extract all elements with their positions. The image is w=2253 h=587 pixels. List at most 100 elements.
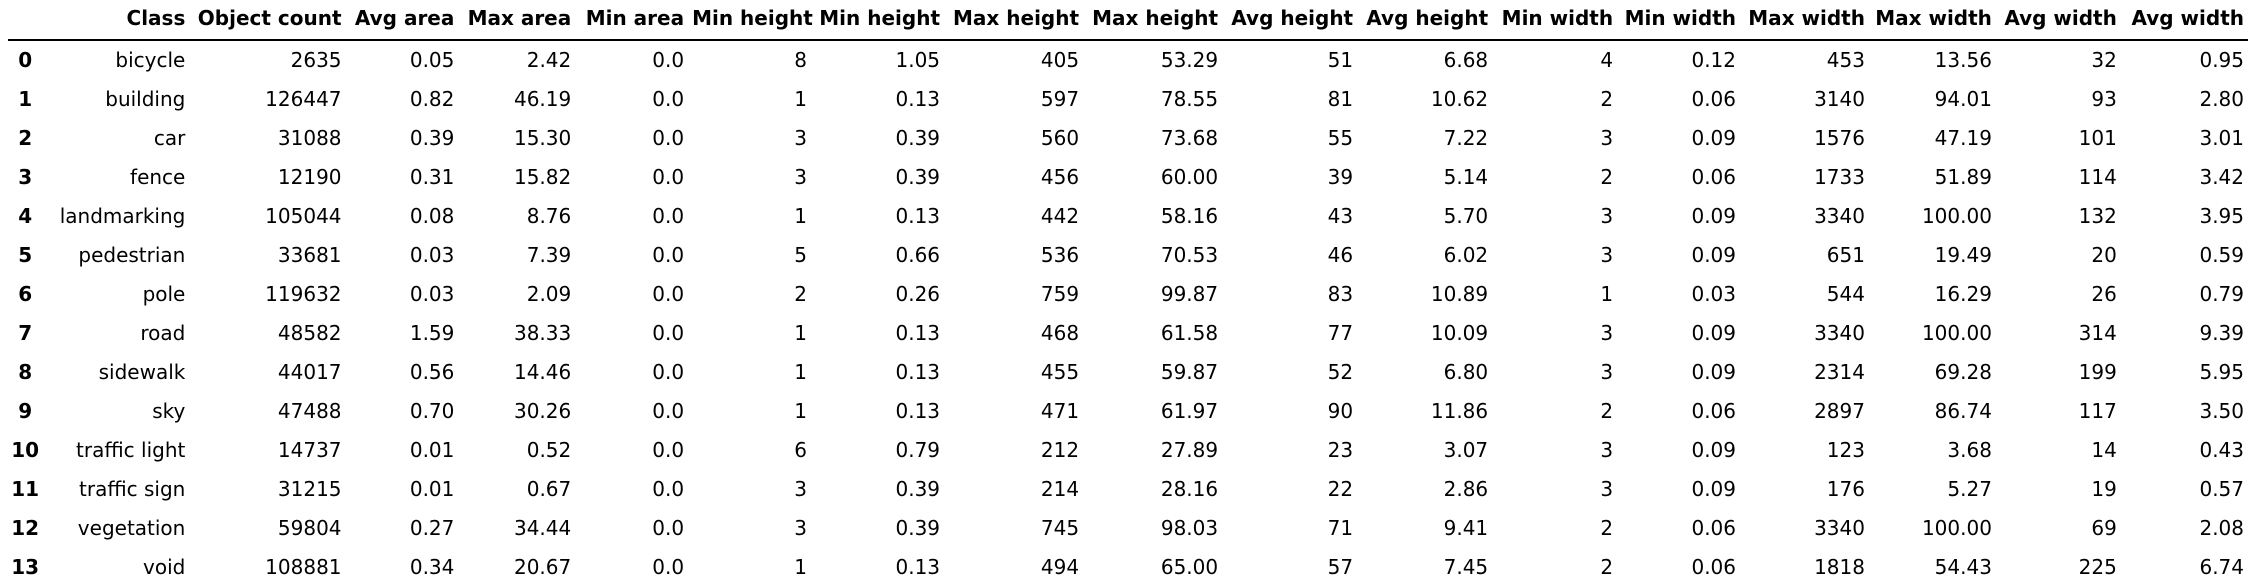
table-cell: 0.39 (895, 477, 941, 501)
row-index: 2 (18, 126, 33, 150)
table-cell: 0.39 (895, 165, 941, 189)
row-index: 12 (11, 516, 40, 540)
table-cell: 100.00 (1921, 516, 1992, 540)
table-cell: 14.46 (513, 360, 572, 384)
table-cell: 58.16 (1160, 204, 1219, 228)
table-cell: 69.28 (1934, 360, 1992, 384)
table-cell: 3 (794, 477, 808, 501)
table-cell: 0.13 (895, 87, 941, 111)
table-cell: 53.29 (1160, 48, 1219, 72)
table-cell: 2897 (1814, 399, 1865, 423)
table-cell: 3 (1600, 204, 1614, 228)
table-cell: 26 (2091, 282, 2117, 306)
table-cell: 0.03 (409, 243, 455, 267)
table-cell: 81 (1327, 87, 1354, 111)
table-cell: 3 (1600, 126, 1614, 150)
column-header: Avg height (1222, 0, 1358, 41)
table-cell: 59.87 (1160, 360, 1219, 384)
row-index: 6 (18, 282, 33, 306)
table-cell: 0.0 (652, 243, 685, 267)
table-cell: 32 (2091, 48, 2117, 72)
table-cell: 0.06 (1691, 516, 1736, 540)
table-body: 0 bicycle 2635 0.05 2.42 0.0 8 1.05 405 53.29 51 6.… (8, 40, 2248, 587)
table-cell: 119632 (265, 282, 342, 306)
table-cell: 0.03 (409, 282, 455, 306)
table-cell: 0.0 (652, 516, 685, 540)
table-cell: 0.43 (2199, 438, 2244, 462)
table-cell: 10.62 (1430, 87, 1489, 111)
table-cell: 0.09 (1691, 438, 1736, 462)
table-cell: 3.01 (2199, 126, 2244, 150)
table-cell: 100.00 (1921, 321, 1992, 345)
table-cell: 1576 (1814, 126, 1865, 150)
table-cell: 560 (1040, 126, 1080, 150)
table-cell: 10.09 (1430, 321, 1489, 345)
table-cell: 2 (1600, 165, 1614, 189)
table-cell: 132 (2078, 204, 2117, 228)
class-name-cell: sky (152, 399, 186, 423)
table-cell: 1.59 (409, 321, 455, 345)
table-cell: 100.00 (1921, 204, 1992, 228)
row-index: 3 (18, 165, 33, 189)
table-cell: 0.0 (652, 321, 685, 345)
table-cell: 23 (1327, 438, 1354, 462)
table-cell: 38.33 (513, 321, 572, 345)
table-cell: 78.55 (1160, 87, 1219, 111)
table-cell: 0.67 (526, 477, 572, 501)
table-cell: 7.39 (526, 243, 572, 267)
table-cell: 0.79 (895, 438, 941, 462)
table-cell: 2314 (1814, 360, 1865, 384)
table-cell: 0.0 (652, 282, 685, 306)
table-cell: 101 (2078, 126, 2117, 150)
table-cell: 0.12 (1691, 48, 1736, 72)
table-cell: 20.67 (513, 555, 572, 579)
table-cell: 3340 (1814, 516, 1865, 540)
table-cell: 1 (794, 360, 808, 384)
table-cell: 114 (2078, 165, 2117, 189)
table-cell: 0.59 (2199, 243, 2244, 267)
table-cell: 0.82 (409, 87, 455, 111)
table-cell: 9.39 (2199, 321, 2244, 345)
table-cell: 3 (1600, 321, 1614, 345)
table-cell: 0.09 (1691, 243, 1736, 267)
column-header: Avg height (1357, 0, 1493, 41)
table-row: 5 pedestrian 33681 0.03 7.39 0.0 5 0.66 536 70.53… (8, 236, 2248, 275)
column-header: Max height (1083, 0, 1223, 41)
table-cell: 6 (794, 438, 808, 462)
table-cell: 6.68 (1443, 48, 1489, 72)
table-cell: 0.26 (895, 282, 941, 306)
table-cell: 3 (1600, 360, 1614, 384)
table-cell: 43 (1327, 204, 1354, 228)
table-cell: 0.0 (652, 204, 685, 228)
table-cell: 14 (2091, 438, 2117, 462)
table-row: 13 void 108881 0.34 20.67 0.0 1 0.13 494 65.00 57 7… (8, 548, 2248, 587)
table-cell: 46.19 (513, 87, 572, 111)
table-cell: 2.09 (526, 282, 572, 306)
table-cell: 15.82 (513, 165, 572, 189)
table-cell: 176 (1826, 477, 1865, 501)
table-cell: 3 (794, 165, 808, 189)
table-cell: 199 (2078, 360, 2117, 384)
table-cell: 0.0 (652, 165, 685, 189)
table-cell: 0.70 (409, 399, 455, 423)
table-cell: 1 (1600, 282, 1614, 306)
table-cell: 2 (1600, 87, 1614, 111)
table-cell: 3.07 (1443, 438, 1489, 462)
row-index: 9 (18, 399, 33, 423)
table-cell: 0.08 (409, 204, 455, 228)
table-cell: 73.68 (1160, 126, 1219, 150)
table-cell: 544 (1826, 282, 1865, 306)
table-cell: 54.43 (1934, 555, 1992, 579)
table-cell: 99.87 (1160, 282, 1219, 306)
table-cell: 0.0 (652, 126, 685, 150)
row-index: 11 (11, 477, 40, 501)
table-cell: 0.13 (895, 360, 941, 384)
table-cell: 0.13 (895, 555, 941, 579)
table-cell: 3 (794, 516, 808, 540)
table-cell: 494 (1040, 555, 1080, 579)
table-cell: 745 (1040, 516, 1080, 540)
column-header: Max height (944, 0, 1084, 41)
table-cell: 83 (1327, 282, 1354, 306)
table-cell: 1 (794, 204, 808, 228)
table-cell: 0.31 (409, 165, 455, 189)
